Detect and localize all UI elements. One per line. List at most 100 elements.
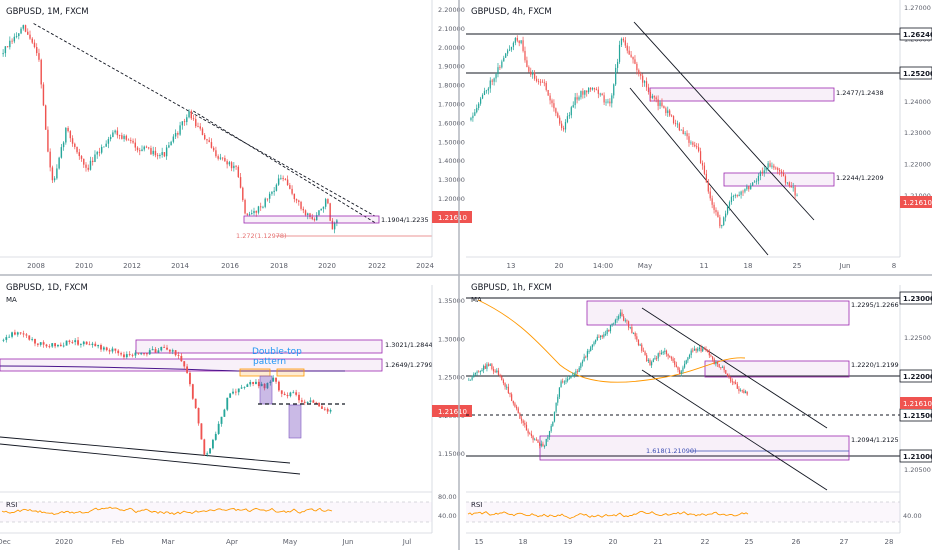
candle: [217, 421, 220, 435]
candle-body: [228, 162, 231, 165]
candle-body: [217, 423, 220, 434]
y-axis[interactable]: 2.20000 2.10000 2.00000 1.90000 1.80000 1.700…: [438, 6, 465, 222]
descending-channel[interactable]: [629, 21, 815, 256]
candle: [512, 400, 514, 406]
candle-body: [506, 386, 508, 388]
panel-1h[interactable]: GBPUSD, 1h, FXCM MA 1.2295/1.2266 1.2220…: [466, 283, 932, 546]
candle-body: [96, 151, 98, 155]
candle: [568, 376, 570, 380]
candle: [210, 138, 213, 149]
fib-level[interactable]: 1.272(1.12978): [236, 232, 432, 240]
candle-body: [92, 160, 94, 162]
candle: [88, 341, 91, 346]
candle-body: [543, 446, 546, 447]
candle: [634, 331, 636, 340]
resistance-zones[interactable]: 1.3021/1.2844 1.2649/1.2799: [0, 339, 433, 372]
candle: [100, 343, 102, 352]
candle: [622, 37, 625, 43]
candle-body: [497, 370, 500, 375]
lower-trendlines[interactable]: [0, 436, 301, 475]
candle-body: [565, 380, 567, 382]
rsi-tick-40: 40.00: [903, 512, 922, 520]
x-tick-label: 2010: [75, 262, 93, 270]
trendline-1: [0, 436, 291, 464]
candle-body: [76, 146, 78, 153]
candle-body: [125, 135, 128, 140]
candle: [161, 147, 163, 158]
candle-body: [678, 123, 680, 131]
level-lines[interactable]: [466, 297, 900, 457]
candle-body: [725, 370, 727, 374]
candle-body: [649, 92, 652, 99]
candle: [618, 314, 620, 321]
candle-body: [206, 139, 208, 141]
candle-body: [626, 320, 628, 322]
zones[interactable]: 1.2295/1.2266 1.2220/1.2199 1.2094/1.212…: [539, 300, 899, 461]
candle: [219, 153, 222, 161]
candle-body: [215, 150, 217, 157]
x-axis[interactable]: 15 18 19 20 21 22 25 26 27 28: [475, 538, 894, 546]
candle-body: [698, 347, 701, 349]
descending-channel[interactable]: [641, 307, 828, 491]
candle: [591, 344, 593, 351]
candle-body: [641, 344, 643, 351]
candle: [614, 318, 617, 326]
double-top-pattern[interactable]: Double-top pattern: [239, 347, 345, 439]
candle: [552, 421, 554, 427]
candle-body: [87, 167, 89, 170]
candle: [555, 107, 557, 117]
panel-monthly[interactable]: GBPUSD, 1M, FXCM 1.1904/1.2235 1.272(1.1…: [0, 0, 472, 270]
level-badge-1: [899, 27, 932, 41]
candle: [570, 375, 572, 379]
candle: [502, 378, 505, 386]
candle-body: [208, 140, 210, 143]
support-zone[interactable]: 1.1904/1.2235: [243, 215, 429, 224]
level-lines[interactable]: [466, 33, 900, 74]
candle: [51, 342, 54, 348]
candle: [76, 146, 78, 154]
fib-label: 1.618(1.21090): [646, 447, 697, 455]
y-axis[interactable]: 1.23000 1.22500 1.22000 1.21500 1.21000 1.205…: [904, 295, 931, 474]
zone-rect-1: [586, 300, 850, 326]
candle: [738, 191, 740, 197]
candle: [116, 127, 119, 139]
candle-body: [580, 363, 582, 368]
fib-level[interactable]: 1.618(1.21090): [646, 447, 849, 455]
candle-body: [59, 344, 62, 347]
trendlines[interactable]: [33, 23, 376, 223]
candle: [517, 406, 519, 414]
candle: [132, 138, 134, 144]
candle: [725, 210, 727, 222]
candle-body: [752, 182, 754, 186]
candle: [773, 163, 775, 170]
candle: [263, 383, 266, 391]
candle-body: [219, 157, 222, 159]
candle-body: [568, 115, 570, 117]
candle: [626, 319, 628, 325]
candle-body: [576, 371, 579, 373]
candle: [107, 136, 110, 149]
candle-body: [8, 336, 11, 338]
candle-body: [473, 374, 475, 378]
candle-body: [539, 81, 542, 83]
candle-body: [522, 420, 524, 423]
candle: [721, 365, 724, 368]
candle: [733, 381, 735, 385]
candle: [679, 367, 681, 375]
candle-body: [18, 33, 20, 37]
candle: [501, 59, 503, 69]
candle: [703, 162, 706, 176]
candle: [721, 224, 723, 229]
candle: [286, 392, 289, 399]
y-tick-label: 1.20500: [904, 466, 931, 474]
panel-4h[interactable]: GBPUSD, 4h, FXCM 1.2477/1.2438 1.2244/1.…: [466, 0, 932, 270]
x-axis[interactable]: Dec 2020 Feb Mar Apr May Jun Jul: [0, 538, 411, 546]
candle: [562, 125, 565, 132]
x-tick-label: Jul: [402, 538, 412, 546]
candle-body: [478, 371, 480, 373]
panel-daily[interactable]: GBPUSD, 1D, FXCM MA 1.3021/1.2844 1.2649…: [0, 283, 472, 546]
x-axis[interactable]: 13 20 14:00 May 11 18 25 Jun 8: [507, 262, 897, 270]
x-axis[interactable]: 2008 2010 2012 2014 2016 2018 2020 2022 2024: [27, 262, 434, 270]
resistance-zones[interactable]: 1.2477/1.2438 1.2244/1.2209: [649, 87, 884, 187]
